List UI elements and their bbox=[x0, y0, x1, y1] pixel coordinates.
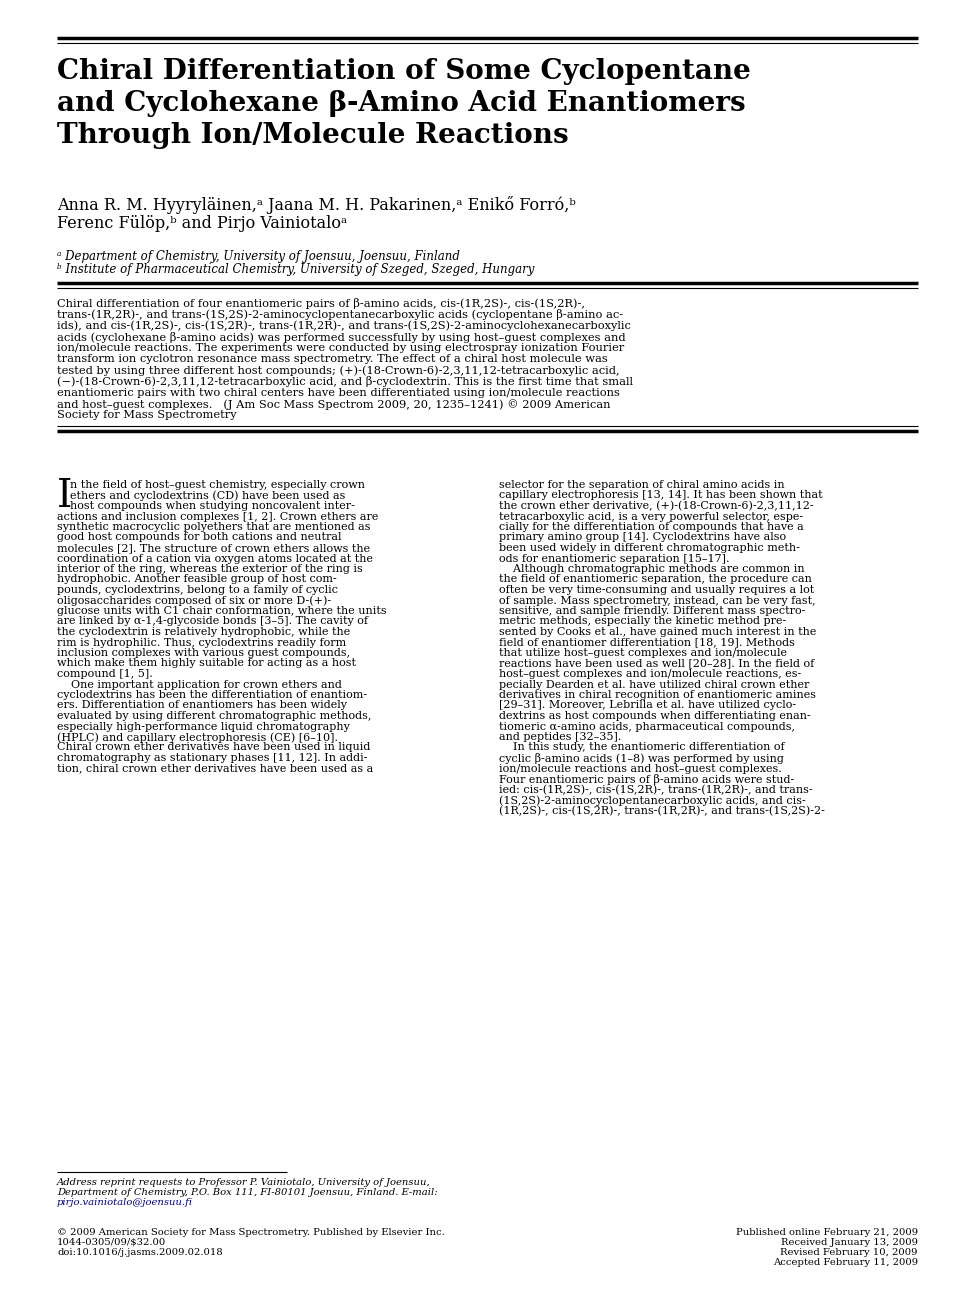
Text: host–guest complexes and ion/molecule reactions, es-: host–guest complexes and ion/molecule re… bbox=[499, 669, 801, 679]
Text: Ferenc Fülöp,ᵇ and Pirjo Vainiotaloᵃ: Ferenc Fülöp,ᵇ and Pirjo Vainiotaloᵃ bbox=[57, 215, 347, 232]
Text: ion/molecule reactions and host–guest complexes.: ion/molecule reactions and host–guest co… bbox=[499, 763, 782, 774]
Text: evaluated by using different chromatographic methods,: evaluated by using different chromatogra… bbox=[57, 711, 371, 720]
Text: rim is hydrophilic. Thus, cyclodextrins readily form: rim is hydrophilic. Thus, cyclodextrins … bbox=[57, 638, 346, 647]
Text: host compounds when studying noncovalent inter-: host compounds when studying noncovalent… bbox=[70, 501, 355, 512]
Text: © 2009 American Society for Mass Spectrometry. Published by Elsevier Inc.: © 2009 American Society for Mass Spectro… bbox=[57, 1228, 445, 1237]
Text: cially for the differentiation of compounds that have a: cially for the differentiation of compou… bbox=[499, 522, 803, 532]
Text: and peptides [32–35].: and peptides [32–35]. bbox=[499, 732, 621, 743]
Text: doi:10.1016/j.jasms.2009.02.018: doi:10.1016/j.jasms.2009.02.018 bbox=[57, 1248, 222, 1257]
Text: often be very time-consuming and usually requires a lot: often be very time-consuming and usually… bbox=[499, 585, 814, 595]
Text: Anna R. M. Hyyryläinen,ᵃ Jaana M. H. Pakarinen,ᵃ Enikő Forró,ᵇ: Anna R. M. Hyyryläinen,ᵃ Jaana M. H. Pak… bbox=[57, 196, 576, 214]
Text: ods for enantiomeric separation [15–17].: ods for enantiomeric separation [15–17]. bbox=[499, 553, 729, 564]
Text: (−)-(18-Crown-6)-2,3,11,12-tetracarboxylic acid, and β-cyclodextrin. This is the: (−)-(18-Crown-6)-2,3,11,12-tetracarboxyl… bbox=[57, 376, 633, 388]
Text: are linked by α-1,4-glycoside bonds [3–5]. The cavity of: are linked by α-1,4-glycoside bonds [3–5… bbox=[57, 616, 368, 626]
Text: actions and inclusion complexes [1, 2]. Crown ethers are: actions and inclusion complexes [1, 2]. … bbox=[57, 512, 378, 522]
Text: ied: cis-(1R,2S)-, cis-(1S,2R)-, trans-(1R,2R)-, and trans-: ied: cis-(1R,2S)-, cis-(1S,2R)-, trans-(… bbox=[499, 784, 812, 795]
Text: glucose units with C1 chair conformation, where the units: glucose units with C1 chair conformation… bbox=[57, 606, 387, 616]
Text: Although chromatographic methods are common in: Although chromatographic methods are com… bbox=[499, 564, 804, 574]
Text: reactions have been used as well [20–28]. In the field of: reactions have been used as well [20–28]… bbox=[499, 659, 814, 668]
Text: ion/molecule reactions. The experiments were conducted by using electrospray ion: ion/molecule reactions. The experiments … bbox=[57, 343, 624, 352]
Text: (HPLC) and capillary electrophoresis (CE) [6–10].: (HPLC) and capillary electrophoresis (CE… bbox=[57, 732, 338, 743]
Text: especially high-performance liquid chromatography: especially high-performance liquid chrom… bbox=[57, 722, 350, 732]
Text: pirjo.vainiotalo@joensuu.fi: pirjo.vainiotalo@joensuu.fi bbox=[57, 1198, 193, 1207]
Text: enantiomeric pairs with two chiral centers have been differentiated using ion/mo: enantiomeric pairs with two chiral cente… bbox=[57, 388, 620, 398]
Text: metric methods, especially the kinetic method pre-: metric methods, especially the kinetic m… bbox=[499, 616, 786, 626]
Text: been used widely in different chromatographic meth-: been used widely in different chromatogr… bbox=[499, 543, 800, 553]
Text: In this study, the enantiomeric differentiation of: In this study, the enantiomeric differen… bbox=[499, 743, 785, 753]
Text: ᵇ Institute of Pharmaceutical Chemistry, University of Szeged, Szeged, Hungary: ᵇ Institute of Pharmaceutical Chemistry,… bbox=[57, 264, 534, 275]
Text: good host compounds for both cations and neutral: good host compounds for both cations and… bbox=[57, 532, 341, 543]
Text: trans-(1R,2R)-, and trans-(1S,2S)-2-aminocyclopentanecarboxylic acids (cyclopent: trans-(1R,2R)-, and trans-(1S,2S)-2-amin… bbox=[57, 309, 623, 320]
Text: Society for Mass Spectrometry: Society for Mass Spectrometry bbox=[57, 410, 237, 420]
Text: One important application for crown ethers and: One important application for crown ethe… bbox=[57, 680, 342, 689]
Text: ers. Differentiation of enantiomers has been widely: ers. Differentiation of enantiomers has … bbox=[57, 701, 347, 710]
Text: and host–guest complexes.   (J Am Soc Mass Spectrom 2009, 20, 1235–1241) © 2009 : and host–guest complexes. (J Am Soc Mass… bbox=[57, 399, 610, 410]
Text: selector for the separation of chiral amino acids in: selector for the separation of chiral am… bbox=[499, 480, 785, 489]
Text: field of enantiomer differentiation [18, 19]. Methods: field of enantiomer differentiation [18,… bbox=[499, 638, 795, 647]
Text: 1044-0305/09/$32.00: 1044-0305/09/$32.00 bbox=[57, 1238, 167, 1248]
Text: inclusion complexes with various guest compounds,: inclusion complexes with various guest c… bbox=[57, 649, 350, 658]
Text: primary amino group [14]. Cyclodextrins have also: primary amino group [14]. Cyclodextrins … bbox=[499, 532, 786, 543]
Text: the field of enantiomeric separation, the procedure can: the field of enantiomeric separation, th… bbox=[499, 574, 812, 585]
Text: chromatography as stationary phases [11, 12]. In addi-: chromatography as stationary phases [11,… bbox=[57, 753, 368, 763]
Text: compound [1, 5].: compound [1, 5]. bbox=[57, 669, 153, 679]
Text: of sample. Mass spectrometry, instead, can be very fast,: of sample. Mass spectrometry, instead, c… bbox=[499, 595, 816, 606]
Text: tested by using three different host compounds; (+)-(18-Crown-6)-2,3,11,12-tetra: tested by using three different host com… bbox=[57, 365, 620, 376]
Text: Accepted February 11, 2009: Accepted February 11, 2009 bbox=[773, 1258, 918, 1267]
Text: hydrophobic. Another feasible group of host com-: hydrophobic. Another feasible group of h… bbox=[57, 574, 336, 585]
Text: pecially Dearden et al. have utilized chiral crown ether: pecially Dearden et al. have utilized ch… bbox=[499, 680, 809, 689]
Text: tetracarboxylic acid, is a very powerful selector, espe-: tetracarboxylic acid, is a very powerful… bbox=[499, 512, 803, 522]
Text: sensitive, and sample friendly. Different mass spectro-: sensitive, and sample friendly. Differen… bbox=[499, 606, 805, 616]
Text: derivatives in chiral recognition of enantiomeric amines: derivatives in chiral recognition of ena… bbox=[499, 690, 816, 699]
Text: Received January 13, 2009: Received January 13, 2009 bbox=[781, 1238, 918, 1248]
Text: transform ion cyclotron resonance mass spectrometry. The effect of a chiral host: transform ion cyclotron resonance mass s… bbox=[57, 354, 607, 364]
Text: sented by Cooks et al., have gained much interest in the: sented by Cooks et al., have gained much… bbox=[499, 626, 816, 637]
Text: which make them highly suitable for acting as a host: which make them highly suitable for acti… bbox=[57, 659, 356, 668]
Text: that utilize host–guest complexes and ion/molecule: that utilize host–guest complexes and io… bbox=[499, 649, 787, 658]
Text: ethers and cyclodextrins (CD) have been used as: ethers and cyclodextrins (CD) have been … bbox=[70, 491, 345, 501]
Text: Address reprint requests to Professor P. Vainiotalo, University of Joensuu,: Address reprint requests to Professor P.… bbox=[57, 1178, 431, 1188]
Text: capillary electrophoresis [13, 14]. It has been shown that: capillary electrophoresis [13, 14]. It h… bbox=[499, 491, 823, 501]
Text: the cyclodextrin is relatively hydrophobic, while the: the cyclodextrin is relatively hydrophob… bbox=[57, 626, 350, 637]
Text: molecules [2]. The structure of crown ethers allows the: molecules [2]. The structure of crown et… bbox=[57, 543, 370, 553]
Text: ᵃ Department of Chemistry, University of Joensuu, Joensuu, Finland: ᵃ Department of Chemistry, University of… bbox=[57, 251, 460, 264]
Text: the crown ether derivative, (+)-(18-Crown-6)-2,3,11,12-: the crown ether derivative, (+)-(18-Crow… bbox=[499, 501, 813, 512]
Text: Four enantiomeric pairs of β-amino acids were stud-: Four enantiomeric pairs of β-amino acids… bbox=[499, 774, 795, 786]
Text: tiomeric α-amino acids, pharmaceutical compounds,: tiomeric α-amino acids, pharmaceutical c… bbox=[499, 722, 795, 732]
Text: and Cyclohexane β-Amino Acid Enantiomers: and Cyclohexane β-Amino Acid Enantiomers bbox=[57, 90, 746, 117]
Text: Chiral crown ether derivatives have been used in liquid: Chiral crown ether derivatives have been… bbox=[57, 743, 370, 753]
Text: (1S,2S)-2-aminocyclopentanecarboxylic acids, and cis-: (1S,2S)-2-aminocyclopentanecarboxylic ac… bbox=[499, 795, 805, 805]
Text: Published online February 21, 2009: Published online February 21, 2009 bbox=[736, 1228, 918, 1237]
Text: synthetic macrocyclic polyethers that are mentioned as: synthetic macrocyclic polyethers that ar… bbox=[57, 522, 370, 532]
Text: Chiral differentiation of four enantiomeric pairs of β-amino acids, cis-(1R,2S)-: Chiral differentiation of four enantiome… bbox=[57, 298, 585, 309]
Text: Chiral Differentiation of Some Cyclopentane: Chiral Differentiation of Some Cyclopent… bbox=[57, 57, 751, 85]
Text: cyclic β-amino acids (1–8) was performed by using: cyclic β-amino acids (1–8) was performed… bbox=[499, 753, 784, 763]
Text: coordination of a cation via oxygen atoms located at the: coordination of a cation via oxygen atom… bbox=[57, 553, 373, 564]
Text: Revised February 10, 2009: Revised February 10, 2009 bbox=[781, 1248, 918, 1257]
Text: dextrins as host compounds when differentiating enan-: dextrins as host compounds when differen… bbox=[499, 711, 811, 720]
Text: pounds, cyclodextrins, belong to a family of cyclic: pounds, cyclodextrins, belong to a famil… bbox=[57, 585, 338, 595]
Text: [29–31]. Moreover, Lebrilla et al. have utilized cyclo-: [29–31]. Moreover, Lebrilla et al. have … bbox=[499, 701, 797, 710]
Text: ids), and cis-(1R,2S)-, cis-(1S,2R)-, trans-(1R,2R)-, and trans-(1S,2S)-2-aminoc: ids), and cis-(1R,2S)-, cis-(1S,2R)-, tr… bbox=[57, 321, 631, 331]
Text: Through Ion/Molecule Reactions: Through Ion/Molecule Reactions bbox=[57, 121, 568, 149]
Text: cyclodextrins has been the differentiation of enantiom-: cyclodextrins has been the differentiati… bbox=[57, 690, 368, 699]
Text: (1R,2S)-, cis-(1S,2R)-, trans-(1R,2R)-, and trans-(1S,2S)-2-: (1R,2S)-, cis-(1S,2R)-, trans-(1R,2R)-, … bbox=[499, 805, 825, 816]
Text: acids (cyclohexane β-amino acids) was performed successfully by using host–guest: acids (cyclohexane β-amino acids) was pe… bbox=[57, 331, 626, 343]
Text: I: I bbox=[57, 478, 72, 515]
Text: tion, chiral crown ether derivatives have been used as a: tion, chiral crown ether derivatives hav… bbox=[57, 763, 373, 774]
Text: n the field of host–guest chemistry, especially crown: n the field of host–guest chemistry, esp… bbox=[70, 480, 365, 489]
Text: Department of Chemistry, P.O. Box 111, FI-80101 Joensuu, Finland. E-mail:: Department of Chemistry, P.O. Box 111, F… bbox=[57, 1188, 438, 1197]
Text: interior of the ring, whereas the exterior of the ring is: interior of the ring, whereas the exteri… bbox=[57, 564, 363, 574]
Text: oligosaccharides composed of six or more D-(+)-: oligosaccharides composed of six or more… bbox=[57, 595, 332, 606]
